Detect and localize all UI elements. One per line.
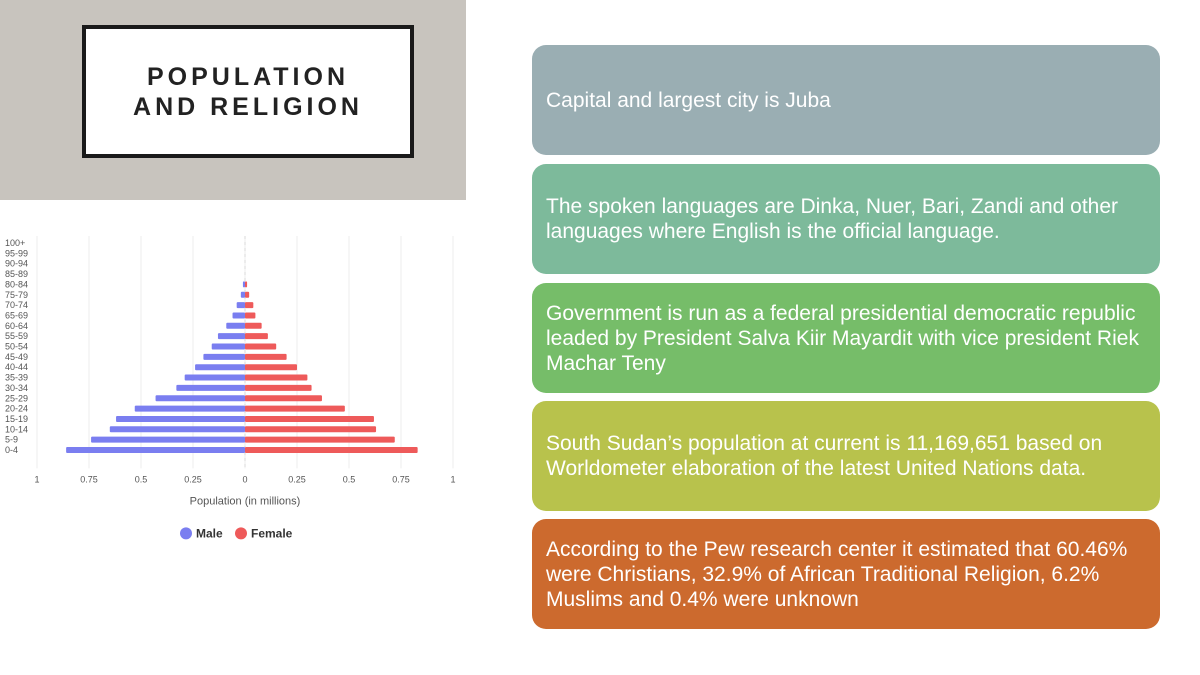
age-group-label: 40-44	[5, 362, 28, 372]
female-bar	[245, 447, 418, 453]
age-group-label: 5-9	[5, 435, 18, 445]
age-group-label: 45-49	[5, 352, 28, 362]
x-tick-label: 0	[242, 474, 247, 484]
info-card-2: The spoken languages are Dinka, Nuer, Ba…	[532, 164, 1160, 274]
age-group-label: 25-29	[5, 393, 28, 403]
male-bar	[109, 426, 245, 433]
male-bar	[155, 395, 245, 402]
age-group-label: 30-34	[5, 383, 28, 393]
x-tick-label: 0.75	[80, 474, 98, 484]
legend-female-label: Female	[251, 526, 293, 540]
legend-male-swatch	[180, 527, 192, 540]
slide-title-line-2: AND RELIGION	[133, 92, 363, 121]
female-bar	[245, 333, 268, 340]
male-bar	[176, 384, 245, 391]
male-bar	[211, 343, 245, 350]
age-group-label: 80-84	[5, 279, 28, 289]
population-pyramid-chart: 100+ 95-99 90-94 85-89 80-84 75-79 70-74 65-69 6…	[0, 200, 466, 675]
title-box: POPULATION AND RELIGION	[82, 25, 414, 158]
female-bar	[245, 302, 254, 309]
info-card-text: Capital and largest city is Juba	[546, 88, 831, 112]
x-tick-label: 0.5	[135, 474, 148, 484]
age-group-label: 10-14	[5, 424, 28, 434]
age-group-label: 65-69	[5, 310, 28, 320]
male-bar	[242, 281, 245, 288]
info-card-text: The spoken languages are Dinka, Nuer, Ba…	[546, 195, 1119, 243]
age-group-label: 55-59	[5, 331, 28, 341]
x-tick-label: 0.25	[184, 474, 202, 484]
male-bar	[134, 405, 245, 412]
female-bar	[245, 436, 395, 443]
age-group-label: 0-4	[5, 445, 18, 455]
male-bar	[240, 291, 245, 298]
female-bar	[245, 312, 256, 319]
female-bar	[245, 343, 277, 350]
female-bar	[245, 395, 322, 402]
pyramid-svg: 100+95-9990-9485-8980-8475-7970-7465-696…	[5, 236, 456, 540]
male-bar	[236, 302, 245, 309]
female-bar	[245, 384, 312, 391]
male-bar	[217, 333, 245, 340]
slide-title-line-1: POPULATION	[146, 62, 350, 91]
legend-male-label: Male	[196, 526, 223, 540]
male-bar	[91, 436, 245, 443]
female-bar	[245, 415, 374, 422]
female-bar	[245, 353, 287, 360]
age-group-label: 70-74	[5, 300, 28, 310]
info-card-4: South Sudan’s population at current is 1…	[532, 401, 1160, 511]
male-bar	[184, 374, 245, 381]
x-axis-title: Population (in millions)	[190, 495, 301, 507]
age-group-label: 75-79	[5, 290, 28, 300]
x-tick-label: 0.75	[392, 474, 410, 484]
x-tick-label: 1	[34, 474, 39, 484]
info-card-3: Government is run as a federal president…	[532, 283, 1160, 393]
male-bar	[226, 322, 245, 329]
info-card-text: South Sudan’s population at current is 1…	[546, 432, 1103, 480]
male-bar	[66, 447, 246, 453]
info-card-text: Government is run as a federal president…	[546, 301, 1139, 375]
x-tick-label: 0.25	[288, 474, 306, 484]
male-bar	[232, 312, 245, 319]
female-bar	[245, 281, 248, 288]
age-group-label: 20-24	[5, 404, 28, 414]
male-bar	[203, 353, 245, 360]
female-bar	[245, 374, 308, 381]
female-bar	[245, 426, 377, 433]
age-group-label: 15-19	[5, 414, 28, 424]
male-bar	[116, 415, 245, 422]
info-card-text: According to the Pew research center it …	[546, 537, 1128, 611]
age-group-label: 90-94	[5, 259, 28, 269]
female-bar	[245, 405, 345, 412]
male-bar	[195, 364, 245, 371]
age-group-label: 95-99	[5, 248, 28, 258]
title-panel: POPULATION AND RELIGION	[0, 0, 466, 200]
x-tick-label: 0.5	[343, 474, 356, 484]
age-group-label: 35-39	[5, 373, 28, 383]
age-group-label: 50-54	[5, 342, 28, 352]
female-bar	[245, 364, 297, 371]
info-card-1: Capital and largest city is Juba	[532, 45, 1160, 155]
age-group-label: 85-89	[5, 269, 28, 279]
x-tick-label: 1	[450, 474, 455, 484]
age-group-label: 60-64	[5, 321, 28, 331]
age-group-label: 100+	[5, 238, 25, 248]
legend-female-swatch	[235, 527, 247, 540]
info-card-5: According to the Pew research center it …	[532, 519, 1160, 629]
female-bar	[245, 291, 250, 298]
female-bar	[245, 322, 262, 329]
